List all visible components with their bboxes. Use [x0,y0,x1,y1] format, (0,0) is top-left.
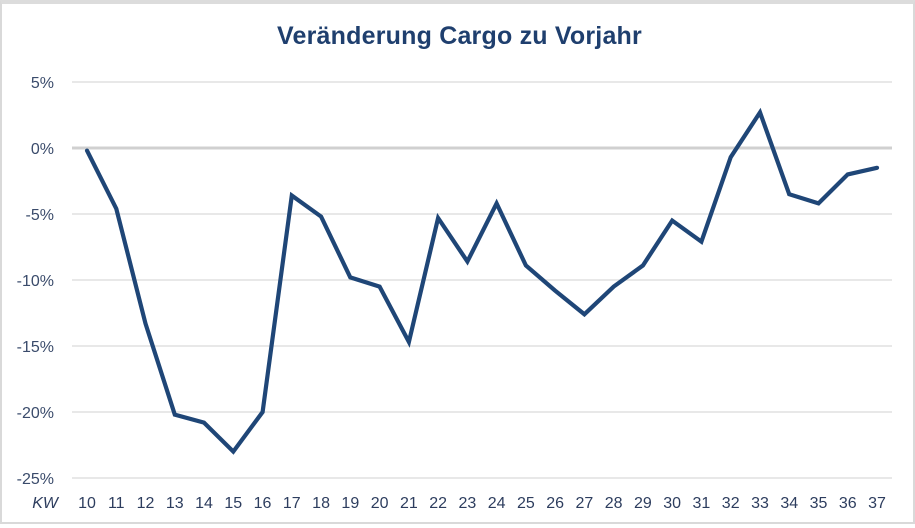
x-tick-label: 37 [868,495,886,512]
x-tick-label: 27 [576,495,594,512]
x-tick-label: 35 [810,495,828,512]
x-tick-label: 23 [458,495,476,512]
x-tick-label: 20 [371,495,389,512]
x-tick-label: 19 [341,495,359,512]
x-tick-label: 33 [751,495,769,512]
x-tick-label: 25 [517,495,535,512]
y-tick-label: -15% [17,339,54,356]
x-tick-label: 26 [546,495,564,512]
y-tick-label: -5% [26,207,54,224]
x-tick-label: 12 [137,495,155,512]
x-tick-label: 13 [166,495,184,512]
x-tick-label: 11 [108,495,125,512]
x-tick-label: 21 [400,495,418,512]
x-tick-label: 14 [195,495,213,512]
x-tick-label: 22 [429,495,447,512]
data-line-cargo [84,107,880,455]
gridlines [72,81,892,479]
chart-title: Veränderung Cargo zu Vorjahr [277,22,642,50]
x-tick-label: 15 [224,495,242,512]
y-tick-label: 0% [31,141,54,158]
x-axis-labels: KW 10 11 12 13 14 15 16 17 18 19 20 21 22 23 24 25 26 27 2… [32,495,886,512]
x-tick-label: 24 [488,495,506,512]
x-tick-label: 34 [780,495,798,512]
x-tick-label: 30 [663,495,681,512]
line-chart-plot: 5% 0% -5% -10% -15% -20% -25% KW 10 11 12 13 14 15 1… [17,75,892,512]
y-tick-label: -10% [17,273,54,290]
y-tick-label: -20% [17,405,54,422]
x-tick-label: 29 [634,495,652,512]
y-tick-label: 5% [31,75,54,92]
x-tick-label: 31 [693,495,711,512]
y-axis-labels: 5% 0% -5% -10% -15% -20% -25% [17,75,54,488]
y-tick-label: -25% [17,471,54,488]
x-tick-label: 18 [312,495,330,512]
x-tick-label: 17 [283,495,301,512]
x-tick-label: 36 [839,495,857,512]
x-tick-label: 16 [254,495,272,512]
x-tick-label: 10 [78,495,96,512]
x-tick-label: 28 [605,495,623,512]
x-axis-title: KW [32,495,60,512]
x-tick-label: 32 [722,495,740,512]
